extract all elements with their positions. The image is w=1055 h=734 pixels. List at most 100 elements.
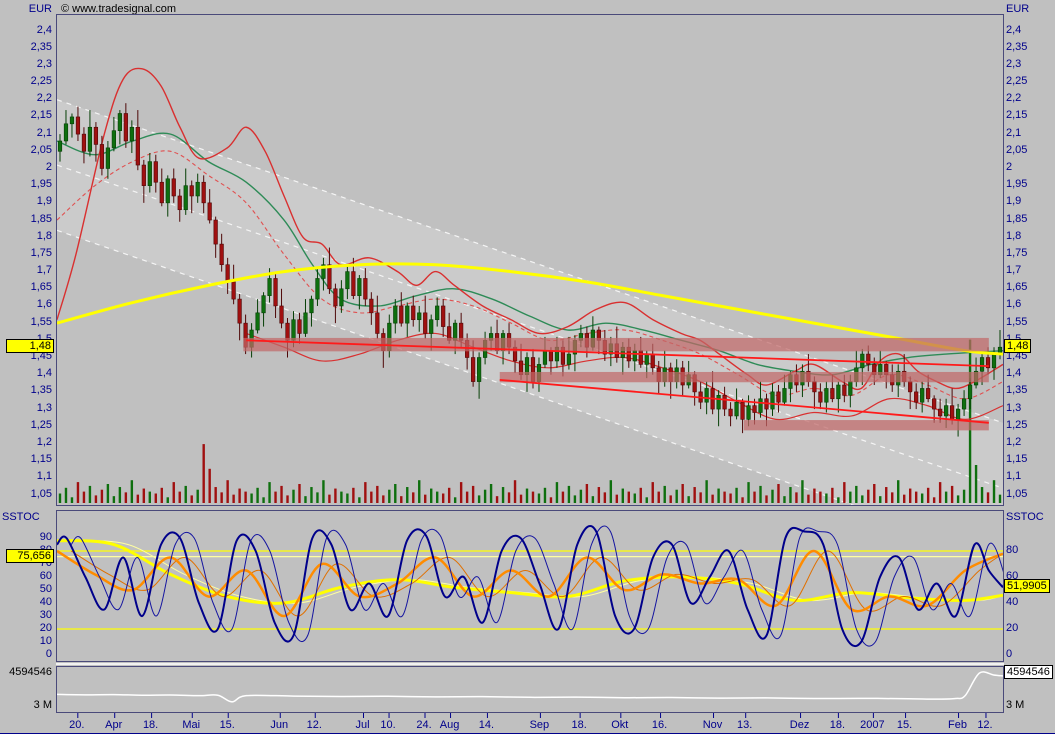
price-axis-tick-left: 1,7 bbox=[36, 264, 52, 277]
price-axis-tick-right: 2,1 bbox=[1006, 126, 1022, 139]
time-axis-label: 18. bbox=[142, 719, 159, 731]
price-axis-tick-left: 1,5 bbox=[0, 333, 52, 345]
time-axis-label: Aug bbox=[439, 719, 460, 731]
time-axis-label: Okt bbox=[611, 719, 629, 731]
price-axis-tick-left: 1,2 bbox=[36, 435, 52, 448]
price-axis-tick-left: 1,35 bbox=[30, 384, 52, 397]
price-axis-tick-left: 1,1 bbox=[36, 470, 52, 483]
price-axis-tick-right: 1,65 bbox=[1006, 281, 1028, 294]
time-axis-label: 10. bbox=[380, 719, 396, 731]
price-axis-tick-right: 2,25 bbox=[1006, 75, 1028, 88]
red-upper-band-line bbox=[57, 67, 1003, 391]
price-axis-tick-left: 1,3 bbox=[36, 401, 52, 414]
time-axis-label: 18. bbox=[829, 719, 846, 731]
price-axis-tick-left: 1,75 bbox=[30, 246, 52, 259]
price-axis-tick-left: 1,25 bbox=[30, 418, 52, 431]
price-axis-tick-left: 1,95 bbox=[30, 178, 52, 191]
time-axis bbox=[56, 713, 1004, 733]
volume-pane[interactable] bbox=[56, 666, 1004, 713]
price-axis-tick-right: 1,4 bbox=[1006, 367, 1022, 380]
price-zone bbox=[499, 371, 989, 383]
sstoc-title-left: SSTOC bbox=[2, 511, 40, 523]
price-axis-tick-left: 1,9 bbox=[36, 195, 52, 208]
sstoc-axis-tick-right: 0 bbox=[1006, 647, 1013, 660]
price-axis-tick-left: 1,65 bbox=[30, 281, 52, 294]
time-axis-label: Mai bbox=[182, 719, 201, 731]
price-axis-tick-right: 1,7 bbox=[1006, 264, 1022, 277]
price-axis-tick-right: 1,8 bbox=[1006, 229, 1022, 242]
sstoc-axis-tick-right: 40 bbox=[1006, 595, 1019, 608]
sstoc-title-right: SSTOC bbox=[1006, 511, 1044, 523]
time-axis-label: 15. bbox=[219, 719, 235, 731]
stochastic-chart[interactable] bbox=[57, 511, 1003, 661]
price-axis-tick-left: 2 bbox=[45, 160, 52, 173]
time-axis-label: 14. bbox=[478, 719, 495, 731]
price-zone bbox=[743, 420, 989, 431]
time-axis-label: Dez bbox=[789, 719, 810, 731]
price-axis-tick-right: 1,2 bbox=[1006, 435, 1022, 448]
price-chart-pane[interactable] bbox=[56, 14, 1004, 506]
price-marker-right: 1,48 bbox=[1004, 339, 1032, 354]
price-axis-tick-left: 1,55 bbox=[30, 315, 52, 328]
time-axis-label: 2007 bbox=[860, 719, 885, 731]
price-axis-tick-right: 2,2 bbox=[1006, 92, 1022, 105]
time-axis-label: Feb bbox=[948, 719, 968, 731]
price-unit-label-right: EUR bbox=[1006, 3, 1030, 15]
sstoc-axis-tick-left: 20 bbox=[39, 621, 52, 634]
time-axis-label: Apr bbox=[105, 719, 123, 731]
price-axis-tick-left: 2,35 bbox=[30, 40, 52, 53]
price-axis-tick-left: 2,3 bbox=[36, 57, 52, 70]
price-axis-tick-right: 1,95 bbox=[1006, 178, 1028, 191]
sstoc-axis-tick-left: 30 bbox=[39, 608, 52, 621]
stoch-slow-orange bbox=[57, 549, 1003, 618]
time-axis-label: Jun bbox=[270, 719, 289, 731]
sstoc-indicator-pane[interactable] bbox=[56, 510, 1004, 662]
price-axis-tick-right: 1,35 bbox=[1006, 384, 1028, 397]
price-axis-tick-right: 2,05 bbox=[1006, 143, 1028, 156]
sstoc-axis-tick-left: 50 bbox=[39, 582, 52, 595]
price-axis-tick-left: 1,15 bbox=[30, 453, 52, 466]
red-trendline bbox=[246, 339, 989, 368]
price-axis-tick-left: 2,1 bbox=[36, 126, 52, 139]
time-axis-label: 16. bbox=[651, 719, 668, 731]
time-axis-label: Sep bbox=[529, 719, 550, 731]
price-axis-tick-right: 1,5 bbox=[1006, 333, 1021, 345]
price-axis-tick-right: 1,9 bbox=[1006, 195, 1022, 208]
sstoc-axis-tick-left: 40 bbox=[39, 595, 52, 608]
price-axis-tick-right: 2,35 bbox=[1006, 40, 1028, 53]
copyright: © www.tradesignal.com bbox=[61, 3, 177, 15]
yellow-ma-line bbox=[57, 262, 1003, 356]
price-axis-tick-right: 1,05 bbox=[1006, 487, 1028, 500]
price-axis-tick-left: 2,25 bbox=[30, 75, 52, 88]
volume-label-left-top: 4594546 bbox=[9, 666, 52, 679]
price-marker-left: 1,48 bbox=[6, 339, 54, 354]
volume-label-right-bottom: 3 M bbox=[1006, 699, 1025, 711]
price-axis-tick-right: 2 bbox=[1006, 160, 1013, 173]
candlestick-chart[interactable] bbox=[57, 15, 1003, 505]
sstoc-axis-tick-right: 80 bbox=[1006, 543, 1019, 556]
price-axis-tick-right: 1,25 bbox=[1006, 418, 1028, 431]
price-axis-tick-left: 1,4 bbox=[36, 367, 52, 380]
time-axis-label: 13. bbox=[737, 719, 753, 731]
price-axis-tick-left: 2,4 bbox=[36, 23, 52, 36]
red-trendline bbox=[499, 378, 989, 424]
price-axis-tick-left: 2,15 bbox=[30, 109, 52, 122]
price-axis-tick-right: 1,45 bbox=[1006, 350, 1028, 363]
price-axis-tick-left: 1,85 bbox=[30, 212, 52, 225]
price-axis-tick-right: 2,15 bbox=[1006, 109, 1028, 122]
price-axis-tick-right: 1,1 bbox=[1006, 470, 1022, 483]
sstoc-axis-tick-right: 60 bbox=[1006, 569, 1019, 582]
sstoc-axis-tick-left: 0 bbox=[45, 647, 52, 660]
sstoc-axis-tick-left: 60 bbox=[39, 569, 52, 582]
price-axis-tick-right: 2,4 bbox=[1006, 23, 1022, 36]
volume-line-chart[interactable] bbox=[57, 667, 1003, 712]
sstoc-marker-left: 75,656 bbox=[6, 548, 54, 563]
price-axis-tick-right: 1,85 bbox=[1006, 212, 1028, 225]
time-axis-ticks bbox=[77, 713, 987, 718]
price-axis-tick-right: 1,6 bbox=[1006, 298, 1022, 311]
price-axis-tick-left: 1,6 bbox=[36, 298, 52, 311]
trend-channel bbox=[57, 99, 1003, 505]
candlestick-series bbox=[57, 103, 1003, 437]
price-unit-label-left: EUR bbox=[28, 3, 52, 15]
